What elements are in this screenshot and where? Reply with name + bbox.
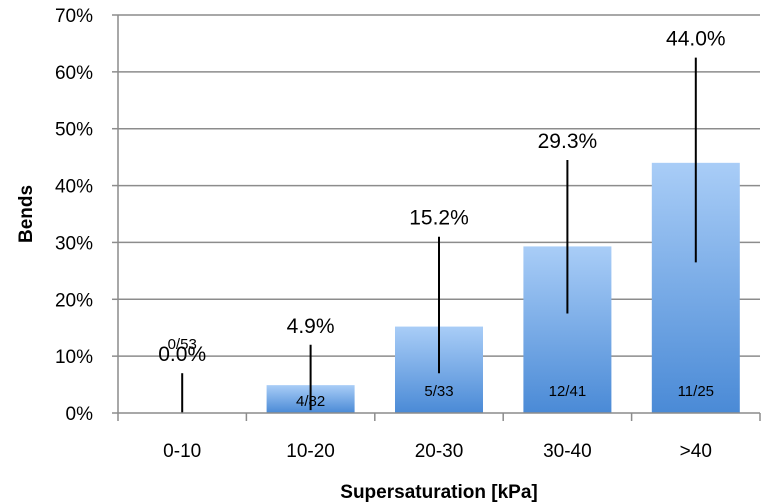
x-tick-label: >40 (680, 441, 712, 462)
count-label: 5/33 (424, 383, 453, 400)
y-tick-label: 20% (55, 290, 93, 311)
value-label: 44.0% (666, 28, 726, 51)
x-tick-label: 20-30 (415, 441, 464, 462)
count-label: 4/82 (296, 393, 325, 410)
y-axis-ticks: 0% 10% 20% 30% 40% 50% 60% 70% (55, 6, 118, 425)
x-tick-label: 30-40 (543, 441, 592, 462)
y-tick-label: 0% (66, 404, 94, 425)
y-tick-label: 50% (55, 120, 93, 141)
x-axis-title: Supersaturation [kPa] (340, 482, 537, 503)
value-label: 4.9% (287, 315, 335, 338)
count-label: 11/25 (678, 383, 714, 400)
value-label: 0.0% (158, 343, 206, 366)
count-label: 0/53 (168, 336, 197, 353)
error-bars (181, 57, 697, 413)
y-tick-label: 30% (55, 233, 93, 254)
value-label: 29.3% (538, 130, 598, 153)
count-label: 12/41 (549, 383, 587, 400)
data-labels: 0.0%0/53 4.9% 4/82 15.2% 5/33 29.3% 12/41 44.0%… (158, 28, 725, 410)
x-tick-label: 0-10 (163, 441, 201, 462)
y-tick-label: 40% (55, 177, 93, 198)
y-tick-label: 10% (55, 347, 93, 368)
bars (266, 162, 740, 413)
y-axis-title: Bends (16, 185, 37, 243)
y-tick-label: 70% (55, 6, 93, 27)
value-label: 15.2% (409, 207, 469, 230)
x-axis-ticks: 0-10 10-20 20-30 30-40 >40 (117, 413, 761, 462)
x-tick-label: 10-20 (286, 441, 335, 462)
y-tick-label: 60% (55, 63, 93, 84)
